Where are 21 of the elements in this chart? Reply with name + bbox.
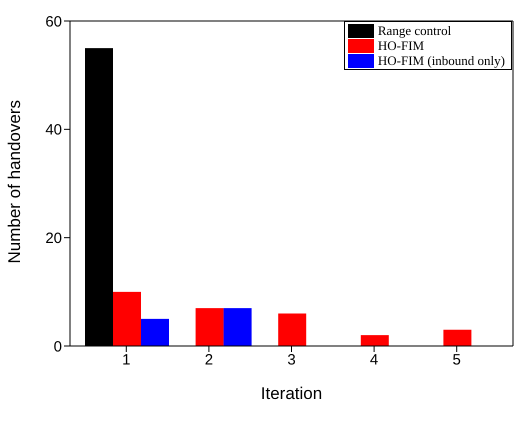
- y-tick-label: 20: [45, 230, 62, 247]
- x-tick-label: 2: [204, 352, 214, 369]
- legend-label: HO-FIM (inbound only): [378, 53, 505, 68]
- y-tick-label: 40: [45, 122, 62, 139]
- bar: [224, 308, 252, 346]
- x-tick-label: 5: [452, 352, 461, 369]
- y-tick-label: 0: [54, 338, 62, 356]
- legend-label: Range control: [378, 23, 452, 38]
- y-tick-label: 60: [45, 13, 62, 30]
- bar: [141, 318, 169, 346]
- x-tick-label: 3: [287, 352, 296, 369]
- bar: [360, 335, 389, 346]
- x-tick-label: 1: [122, 352, 130, 369]
- bar: [196, 308, 224, 346]
- bar: [278, 314, 306, 346]
- legend-label: HO-FIM: [378, 38, 424, 53]
- x-tick-label: 4: [370, 352, 378, 369]
- x-axis-title: Iteration: [260, 384, 322, 403]
- y-axis-title: Number of handovers: [5, 100, 24, 264]
- bar: [113, 292, 141, 346]
- bar: [443, 330, 472, 346]
